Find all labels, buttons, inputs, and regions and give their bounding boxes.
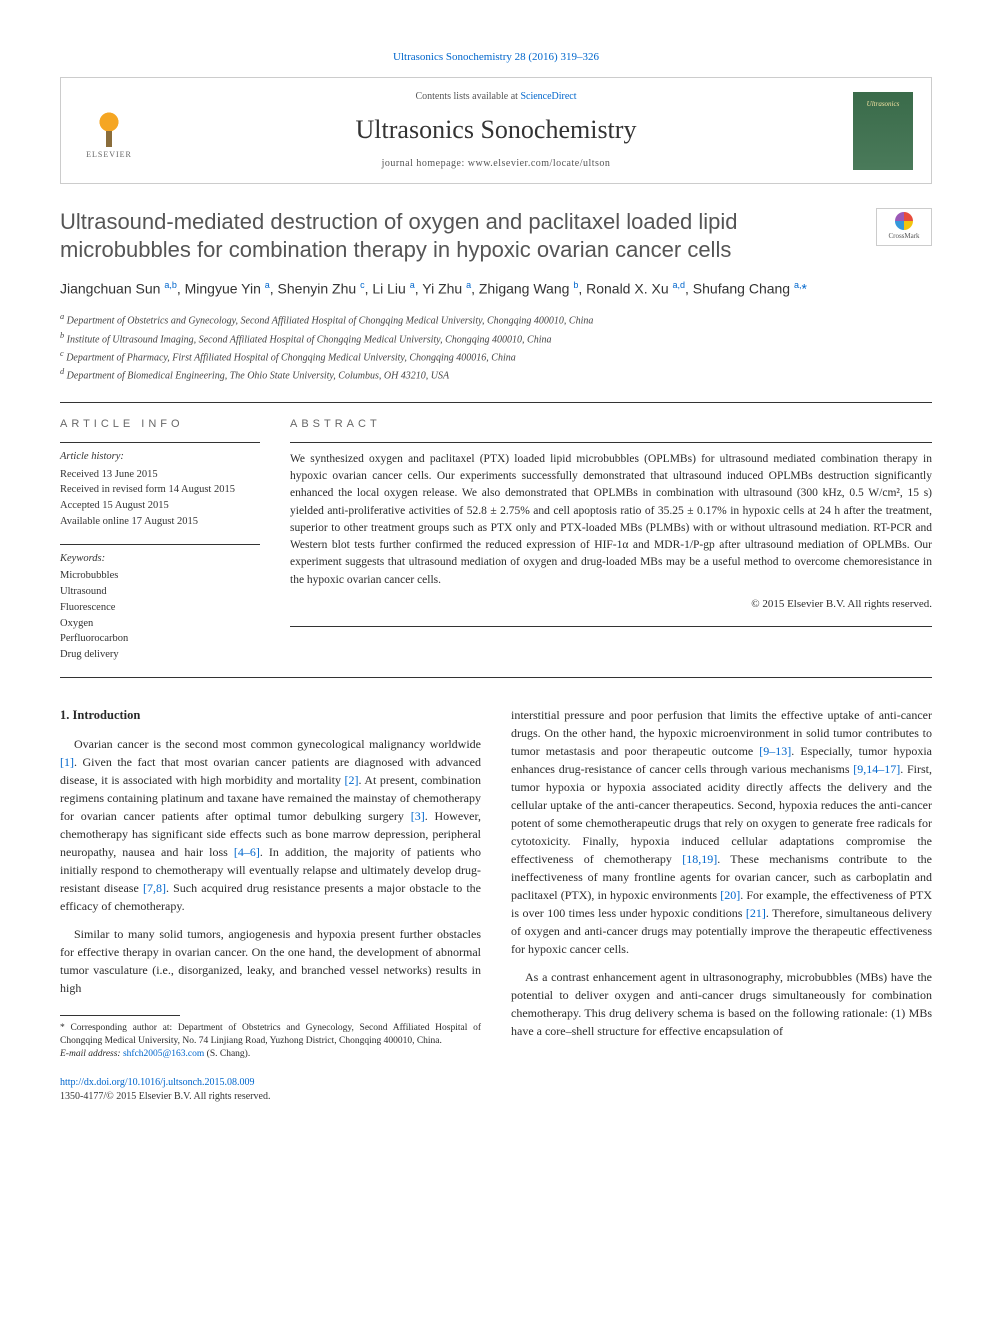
- keyword: Oxygen: [60, 616, 260, 632]
- citation-ref[interactable]: [21]: [746, 906, 766, 920]
- keyword: Perfluorocarbon: [60, 631, 260, 647]
- history-line: Received in revised form 14 August 2015: [60, 482, 260, 498]
- keyword: Microbubbles: [60, 568, 260, 584]
- abstract-copyright: © 2015 Elsevier B.V. All rights reserved…: [290, 597, 932, 612]
- doi-link[interactable]: http://dx.doi.org/10.1016/j.ultsonch.201…: [60, 1077, 255, 1088]
- body-columns: 1. Introduction Ovarian cancer is the se…: [60, 706, 932, 1062]
- email-link[interactable]: shfch2005@163.com: [123, 1049, 204, 1059]
- left-column: 1. Introduction Ovarian cancer is the se…: [60, 706, 481, 1062]
- email-label: E-mail address:: [60, 1049, 123, 1059]
- publisher-name: ELSEVIER: [86, 149, 132, 160]
- sciencedirect-link[interactable]: ScienceDirect: [520, 91, 576, 102]
- homepage-line: journal homepage: www.elsevier.com/locat…: [157, 157, 835, 171]
- keyword: Ultrasound: [60, 584, 260, 600]
- history-line: Accepted 15 August 2015: [60, 498, 260, 514]
- journal-cover-thumb: Ultrasonics: [853, 92, 913, 170]
- keyword: Drug delivery: [60, 647, 260, 663]
- article-title: Ultrasound-mediated destruction of oxyge…: [60, 208, 864, 265]
- abstract-col: ABSTRACT We synthesized oxygen and pacli…: [290, 403, 932, 677]
- citation-ref[interactable]: [9,14–17]: [853, 762, 900, 776]
- right-column: interstitial pressure and poor perfusion…: [511, 706, 932, 1062]
- elsevier-tree-icon: [86, 101, 132, 147]
- header-center: Contents lists available at ScienceDirec…: [157, 90, 835, 170]
- history-line: Received 13 June 2015: [60, 467, 260, 483]
- affiliation-line: b Institute of Ultrasound Imaging, Secon…: [60, 330, 932, 347]
- intro-paragraph-2: Similar to many solid tumors, angiogenes…: [60, 925, 481, 997]
- citation-ref[interactable]: [2]: [345, 773, 359, 787]
- history-title: Article history:: [60, 449, 260, 465]
- citation-ref[interactable]: [3]: [411, 809, 425, 823]
- intro-paragraph-1: Ovarian cancer is the second most common…: [60, 735, 481, 915]
- crossmark-icon: [895, 212, 913, 230]
- section-1-heading: 1. Introduction: [60, 706, 481, 725]
- issn-copyright-line: 1350-4177/© 2015 Elsevier B.V. All right…: [60, 1090, 932, 1104]
- footnote-separator: [60, 1015, 180, 1016]
- keywords-block: Keywords: MicrobubblesUltrasoundFluoresc…: [60, 544, 260, 663]
- citation-ref[interactable]: [4–6]: [234, 845, 260, 859]
- email-suffix: (S. Chang).: [204, 1049, 250, 1059]
- cover-title-icon: Ultrasonics: [867, 100, 900, 110]
- crossmark-label: CrossMark: [888, 232, 919, 242]
- corresponding-author-footnote: * Corresponding author at: Department of…: [60, 1022, 481, 1049]
- citation-ref[interactable]: [9–13]: [759, 744, 791, 758]
- authors-line: Jiangchuan Sun a,b, Mingyue Yin a, Sheny…: [60, 279, 932, 299]
- contents-line: Contents lists available at ScienceDirec…: [157, 90, 835, 104]
- affiliation-line: d Department of Biomedical Engineering, …: [60, 366, 932, 383]
- email-footnote: E-mail address: shfch2005@163.com (S. Ch…: [60, 1048, 481, 1061]
- intro-paragraph-3: interstitial pressure and poor perfusion…: [511, 706, 932, 958]
- affiliation-line: a Department of Obstetrics and Gynecolog…: [60, 311, 932, 328]
- abstract-heading: ABSTRACT: [290, 417, 932, 432]
- affiliation-line: c Department of Pharmacy, First Affiliat…: [60, 348, 932, 365]
- separator: [290, 626, 932, 627]
- keyword: Fluorescence: [60, 600, 260, 616]
- citation-ref[interactable]: [1]: [60, 755, 74, 769]
- homepage-prefix: journal homepage:: [382, 158, 468, 169]
- affiliations: a Department of Obstetrics and Gynecolog…: [60, 311, 932, 383]
- citation-ref[interactable]: [20]: [720, 888, 740, 902]
- intro-paragraph-4: As a contrast enhancement agent in ultra…: [511, 968, 932, 1040]
- elsevier-logo: ELSEVIER: [79, 96, 139, 166]
- separator: [60, 677, 932, 678]
- citation-line: Ultrasonics Sonochemistry 28 (2016) 319–…: [60, 50, 932, 65]
- citation-ref[interactable]: [18,19]: [682, 852, 717, 866]
- citation-ref[interactable]: [7,8]: [143, 881, 166, 895]
- history-line: Available online 17 August 2015: [60, 514, 260, 530]
- journal-header: ELSEVIER Contents lists available at Sci…: [60, 77, 932, 183]
- contents-prefix: Contents lists available at: [415, 91, 520, 102]
- doi-line: http://dx.doi.org/10.1016/j.ultsonch.201…: [60, 1076, 932, 1090]
- homepage-url[interactable]: www.elsevier.com/locate/ultson: [468, 158, 611, 169]
- journal-name: Ultrasonics Sonochemistry: [157, 112, 835, 148]
- abstract-text: We synthesized oxygen and paclitaxel (PT…: [290, 442, 932, 589]
- keywords-title: Keywords:: [60, 551, 260, 567]
- article-info-col: ARTICLE INFO Article history: Received 1…: [60, 403, 260, 677]
- article-history-block: Article history: Received 13 June 2015Re…: [60, 442, 260, 530]
- crossmark-badge[interactable]: CrossMark: [876, 208, 932, 246]
- article-info-heading: ARTICLE INFO: [60, 417, 260, 432]
